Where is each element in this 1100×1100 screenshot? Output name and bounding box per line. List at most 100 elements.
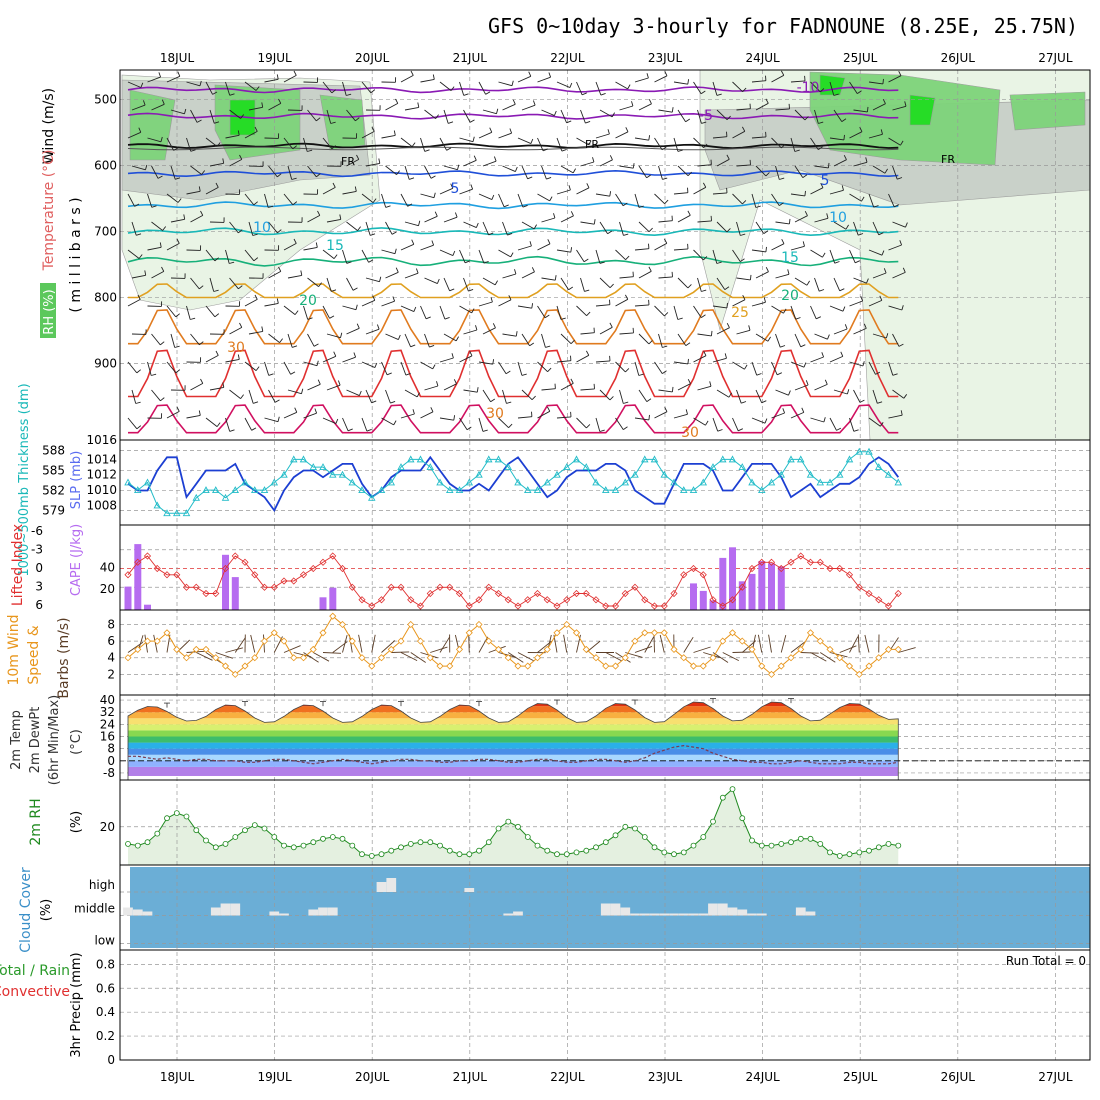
wind-barb bbox=[810, 81, 821, 93]
wind-barb bbox=[161, 99, 165, 105]
slp-point bbox=[894, 478, 903, 486]
wind-barb bbox=[693, 417, 706, 426]
wind-barb bbox=[599, 277, 611, 289]
wind-barb bbox=[703, 182, 707, 188]
wind-speed-point bbox=[173, 645, 181, 653]
wind-barb bbox=[823, 417, 826, 423]
slp-point bbox=[611, 486, 620, 494]
wind-barb bbox=[560, 109, 568, 123]
wind-barb bbox=[541, 165, 547, 180]
wind-barb bbox=[292, 345, 298, 348]
wind-speed-point bbox=[348, 637, 356, 645]
wind-barb bbox=[712, 81, 718, 96]
rh2m-point bbox=[719, 794, 726, 801]
wind-barb bbox=[736, 108, 751, 111]
wind-barb bbox=[549, 196, 553, 202]
wind-barb bbox=[244, 299, 258, 307]
wind-barb bbox=[379, 276, 382, 282]
wind-barb bbox=[664, 71, 668, 76]
slp-point bbox=[202, 486, 210, 494]
tick-label: -3 bbox=[31, 543, 43, 557]
wind-barb bbox=[716, 389, 730, 398]
wind-barb bbox=[439, 417, 454, 421]
cloud-bar bbox=[308, 909, 319, 916]
wind-barb bbox=[378, 158, 381, 164]
contour-label: 30 bbox=[681, 425, 699, 441]
tick-label: 900 bbox=[94, 356, 117, 370]
wind-barb bbox=[868, 81, 883, 85]
wind-barb bbox=[576, 81, 583, 95]
wind-barb bbox=[634, 193, 640, 208]
wind-barb bbox=[576, 354, 590, 363]
wind-barb bbox=[498, 299, 512, 307]
wind-barb bbox=[254, 126, 258, 132]
wind-barb bbox=[225, 358, 240, 363]
wind-barb bbox=[151, 333, 161, 346]
wind-barb bbox=[459, 188, 473, 195]
rh2m-point bbox=[797, 835, 804, 842]
slp-point bbox=[738, 463, 747, 471]
rh2m-point bbox=[359, 851, 365, 858]
wind-barb bbox=[127, 131, 141, 139]
wind-barb bbox=[687, 171, 692, 177]
wind-speed-point bbox=[572, 629, 581, 637]
wind-barb bbox=[581, 92, 587, 96]
wind-barb bbox=[424, 165, 432, 179]
wind-barb bbox=[502, 221, 508, 236]
slp-point bbox=[221, 493, 230, 501]
wind-barb bbox=[609, 283, 614, 289]
wind-barb bbox=[712, 305, 727, 309]
wind-barb bbox=[687, 284, 692, 289]
wind-barb bbox=[671, 386, 674, 392]
wind-barb bbox=[335, 418, 339, 424]
temp-band bbox=[128, 754, 899, 761]
wind-barb bbox=[527, 176, 533, 180]
wind-barb bbox=[313, 343, 319, 347]
wind-barb bbox=[346, 261, 352, 264]
cape-bar bbox=[758, 561, 766, 610]
slp-point bbox=[748, 478, 756, 486]
cloud-bar bbox=[727, 907, 738, 916]
wind-barb bbox=[749, 274, 752, 280]
date-label-top: 18JUL bbox=[160, 51, 195, 65]
cloud-bar bbox=[630, 913, 640, 916]
wind-barb bbox=[845, 224, 849, 230]
wind-barb bbox=[638, 165, 647, 179]
lifted-index-point bbox=[153, 564, 161, 573]
wind-barb bbox=[216, 142, 221, 147]
slp-point bbox=[796, 455, 805, 463]
wind-barb bbox=[361, 249, 369, 263]
wind-barb bbox=[326, 218, 341, 223]
cloud-bar bbox=[756, 913, 767, 916]
wind-barb bbox=[287, 165, 293, 180]
wind-barb bbox=[790, 193, 805, 197]
slp-point bbox=[699, 478, 708, 486]
wind-barb bbox=[736, 164, 751, 167]
wind-barb bbox=[196, 119, 202, 123]
wind-barb bbox=[712, 357, 727, 363]
wind-barb bbox=[531, 267, 535, 272]
wind-barb bbox=[381, 134, 396, 139]
slp-point bbox=[718, 455, 727, 463]
wind-barb bbox=[451, 353, 454, 359]
wind-barb bbox=[138, 254, 143, 259]
rh2m-point bbox=[134, 842, 141, 849]
contour-label: 20 bbox=[781, 288, 799, 304]
wind-barb bbox=[482, 109, 497, 115]
date-label-top: 20JUL bbox=[355, 51, 390, 65]
wind-barb bbox=[424, 109, 436, 119]
wind-barb bbox=[866, 106, 869, 112]
wind-barb bbox=[186, 190, 201, 195]
wind-speed-point bbox=[709, 654, 717, 662]
wind-barb bbox=[268, 271, 282, 279]
wind-speed-point bbox=[299, 654, 308, 662]
wind-barb bbox=[742, 200, 747, 205]
wind-barb bbox=[599, 109, 613, 118]
rh2m-point bbox=[203, 837, 209, 844]
rh2m-point bbox=[710, 818, 716, 825]
wind-barb bbox=[541, 277, 556, 281]
wind-barb bbox=[365, 221, 371, 236]
wind-barb bbox=[464, 260, 470, 264]
wind-barb bbox=[318, 282, 322, 287]
wind-barb bbox=[599, 159, 613, 167]
